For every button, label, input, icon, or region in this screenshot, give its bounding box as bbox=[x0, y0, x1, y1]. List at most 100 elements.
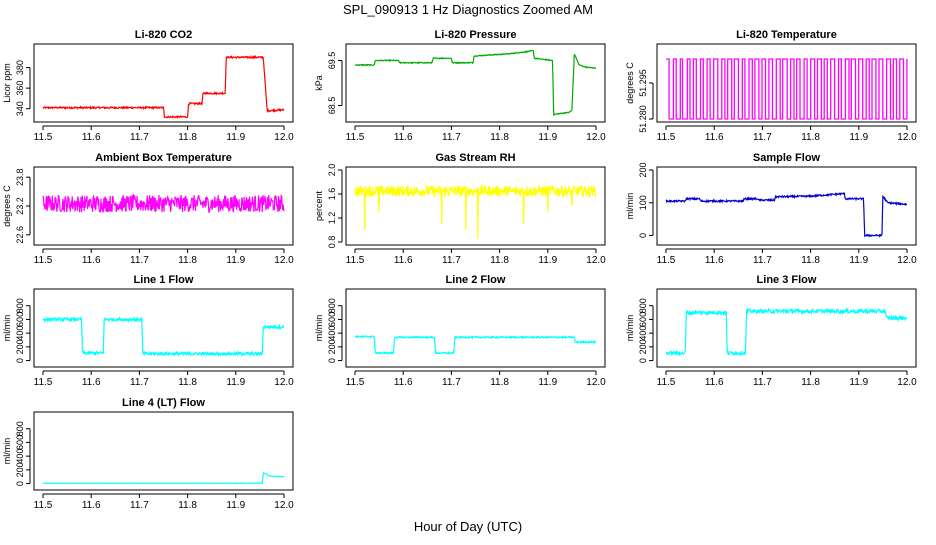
x-tick-label: 11.9 bbox=[226, 255, 245, 266]
x-tick-label: 12.0 bbox=[274, 500, 294, 511]
panel-licor-temp: Li-820 Temperature 11.5 11.6 11.7 11.8 11.9 12… bbox=[625, 29, 917, 143]
figure-title: SPL_090913 1 Hz Diagnostics Zoomed AM bbox=[343, 2, 593, 17]
y-tick-label: 380 bbox=[15, 60, 25, 75]
x-tick-label: 11.9 bbox=[849, 255, 868, 266]
x-tick-label: 11.6 bbox=[82, 132, 101, 143]
panel-title: Line 1 Flow bbox=[134, 274, 194, 286]
panel-title: Line 4 (LT) Flow bbox=[122, 397, 205, 409]
plot-frame bbox=[656, 43, 917, 123]
x-tick-label: 11.7 bbox=[753, 132, 772, 143]
y-tick-label: 200 bbox=[638, 339, 648, 354]
x-tick-label: 11.7 bbox=[442, 132, 461, 143]
plot-frame bbox=[33, 288, 294, 368]
y-tick-label: 400 bbox=[638, 326, 648, 341]
x-tick-label: 11.5 bbox=[657, 377, 676, 388]
y-axis-label: Licor ppm bbox=[2, 63, 12, 103]
series-line bbox=[42, 193, 285, 214]
x-tick-label: 11.9 bbox=[226, 500, 245, 511]
x-tick-label: 11.5 bbox=[346, 132, 365, 143]
y-tick-label: 51.295 bbox=[638, 69, 648, 97]
y-tick-label: 2.0 bbox=[327, 164, 337, 177]
x-tick-label: 11.5 bbox=[34, 132, 53, 143]
panel-title: Li-820 Temperature bbox=[736, 29, 837, 41]
plot-frame bbox=[345, 288, 606, 368]
x-tick-label: 11.6 bbox=[82, 255, 101, 266]
x-tick-label: 12.0 bbox=[586, 255, 606, 266]
y-tick-label: 1.2 bbox=[327, 212, 337, 225]
y-tick-label: 0 bbox=[15, 481, 25, 486]
series-line bbox=[354, 334, 597, 356]
x-tick-label: 11.8 bbox=[801, 377, 820, 388]
x-tick-label: 11.8 bbox=[490, 255, 509, 266]
panel-title: Ambient Box Temperature bbox=[95, 152, 232, 164]
x-tick-label: 11.7 bbox=[130, 255, 149, 266]
x-tick-label: 12.0 bbox=[586, 377, 606, 388]
x-tick-label: 11.7 bbox=[130, 377, 149, 388]
y-tick-label: 200 bbox=[15, 339, 25, 354]
series-line bbox=[665, 307, 908, 357]
x-tick-label: 11.8 bbox=[178, 500, 197, 511]
y-axis-label: ml/min bbox=[2, 438, 12, 465]
y-axis-label: ml/min bbox=[625, 193, 635, 220]
x-tick-label: 11.6 bbox=[705, 132, 724, 143]
panel-sample-flow: Sample Flow 11.5 11.6 11.7 11.8 11.9 12.0 0 100 2… bbox=[625, 152, 917, 266]
x-tick-label: 11.6 bbox=[705, 377, 724, 388]
x-tick-label: 11.5 bbox=[657, 255, 676, 266]
panel-title: Gas Stream RH bbox=[435, 152, 515, 164]
y-tick-label: 600 bbox=[15, 435, 25, 450]
y-tick-label: 360 bbox=[15, 81, 25, 96]
x-tick-label: 11.5 bbox=[346, 255, 365, 266]
panel-line2: Line 2 Flow 11.5 11.6 11.7 11.8 11.9 12.0 0 2004… bbox=[314, 274, 606, 388]
x-tick-label: 11.8 bbox=[178, 377, 197, 388]
y-tick-label: 200 bbox=[638, 162, 648, 177]
y-axis-label: ml/min bbox=[314, 315, 324, 342]
x-tick-label: 11.7 bbox=[130, 500, 149, 511]
y-tick-label: 68.5 bbox=[327, 97, 337, 115]
x-tick-label: 11.8 bbox=[490, 132, 509, 143]
series-line bbox=[665, 191, 908, 238]
x-tick-label: 11.8 bbox=[178, 132, 197, 143]
y-tick-label: 0 bbox=[638, 233, 648, 238]
y-tick-label: 200 bbox=[15, 462, 25, 477]
y-axis-label: kPa bbox=[314, 75, 324, 91]
y-tick-label: 340 bbox=[15, 101, 25, 116]
y-tick-label: 600 bbox=[638, 312, 648, 327]
x-tick-label: 11.9 bbox=[849, 377, 868, 388]
series-line bbox=[354, 183, 597, 240]
x-axis-title: Hour of Day (UTC) bbox=[414, 519, 522, 534]
plot-frame bbox=[345, 43, 606, 123]
x-tick-label: 11.6 bbox=[394, 255, 413, 266]
y-tick-label: 400 bbox=[15, 326, 25, 341]
x-tick-label: 11.9 bbox=[849, 132, 868, 143]
x-tick-label: 11.7 bbox=[442, 255, 461, 266]
y-tick-label: 1.6 bbox=[327, 188, 337, 201]
x-tick-label: 11.6 bbox=[82, 500, 101, 511]
series-line bbox=[666, 58, 908, 120]
y-axis-label: degrees C bbox=[2, 185, 12, 227]
series-line bbox=[42, 472, 285, 485]
y-tick-label: 0 bbox=[15, 358, 25, 363]
plot-frame bbox=[33, 166, 294, 246]
y-tick-label: 800 bbox=[327, 298, 337, 313]
x-tick-label: 11.9 bbox=[538, 132, 557, 143]
x-tick-label: 11.8 bbox=[801, 132, 820, 143]
x-tick-label: 12.0 bbox=[586, 132, 606, 143]
x-tick-label: 11.9 bbox=[226, 132, 245, 143]
x-tick-label: 12.0 bbox=[897, 255, 917, 266]
y-tick-label: 400 bbox=[15, 449, 25, 464]
y-tick-label: 800 bbox=[638, 298, 648, 313]
y-tick-label: 0.8 bbox=[327, 236, 337, 249]
plot-frame bbox=[656, 288, 917, 368]
panel-box-temp: Ambient Box Temperature 11.5 11.6 11.7 11.8 1… bbox=[2, 152, 294, 266]
y-tick-label: 22.6 bbox=[15, 226, 25, 244]
x-tick-label: 12.0 bbox=[274, 132, 294, 143]
panel-title: Line 2 Flow bbox=[446, 274, 506, 286]
x-tick-label: 11.6 bbox=[394, 377, 413, 388]
y-tick-label: 23.8 bbox=[15, 168, 25, 186]
panel-title: Li-820 Pressure bbox=[435, 29, 517, 41]
y-tick-label: 200 bbox=[327, 339, 337, 354]
panel-co2: Li-820 CO2 11.5 11.6 11.7 11.8 11.9 12.0 340 360… bbox=[2, 29, 294, 143]
panel-title: Li-820 CO2 bbox=[135, 29, 192, 41]
y-axis-label: percent bbox=[314, 190, 324, 221]
